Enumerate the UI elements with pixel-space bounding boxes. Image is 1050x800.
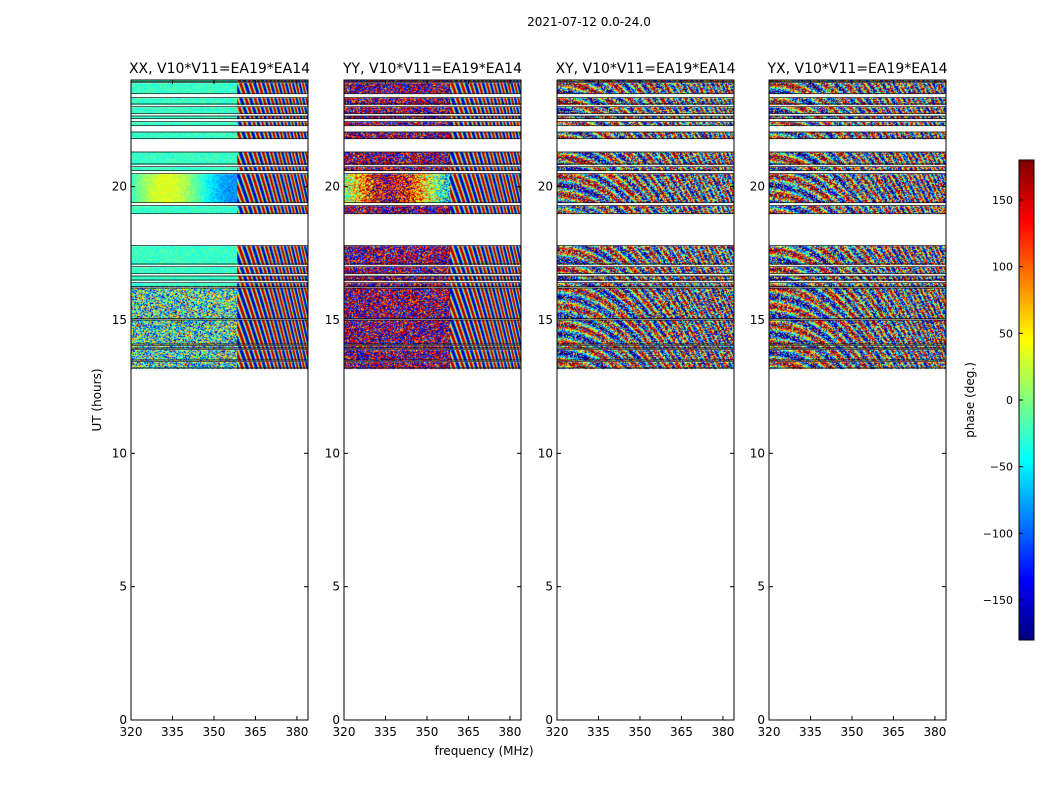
- y-tick-label: 0: [757, 713, 765, 727]
- phase-heatmap: [131, 80, 308, 720]
- panel-frame: [768, 79, 947, 721]
- y-tick-label: 20: [325, 180, 340, 194]
- panel-3: XY, V10*V11=EA19*EA14 320 335 350 365 380 0 5 10…: [538, 61, 736, 739]
- x-tick-label: 335: [799, 725, 822, 739]
- panel-title: XY, V10*V11=EA19*EA14: [555, 61, 735, 77]
- y-tick-label: 10: [325, 446, 340, 460]
- x-tick-label: 380: [285, 725, 308, 739]
- phase-heatmap: [344, 80, 521, 720]
- y-tick-label: 0: [119, 713, 127, 727]
- x-tick-label: 350: [416, 725, 439, 739]
- colorbar-tick-label: −50: [990, 461, 1013, 474]
- y-axis-label: UT (hours): [90, 368, 104, 431]
- y-tick-label: 5: [545, 580, 553, 594]
- y-tick-label: 15: [325, 313, 340, 327]
- x-tick-label: 380: [923, 725, 946, 739]
- y-tick-label: 5: [332, 580, 340, 594]
- phase-heatmap: [769, 80, 946, 720]
- y-tick-label: 10: [750, 446, 765, 460]
- panel-2: YY, V10*V11=EA19*EA14 320 335 350 365 380 0 5 10…: [325, 61, 522, 739]
- panel-title: YX, V10*V11=EA19*EA14: [766, 61, 947, 77]
- colorbar-tick-label: 100: [992, 261, 1013, 274]
- x-tick-label: 320: [546, 725, 569, 739]
- x-tick-label: 350: [841, 725, 864, 739]
- x-tick-label: 365: [457, 725, 480, 739]
- x-tick-label: 380: [498, 725, 521, 739]
- panel-frame: [343, 79, 522, 721]
- y-tick-label: 15: [538, 313, 553, 327]
- y-tick-label: 20: [750, 180, 765, 194]
- y-tick-label: 5: [757, 580, 765, 594]
- colorbar-tick-label: 50: [999, 327, 1013, 340]
- x-tick-label: 335: [374, 725, 397, 739]
- colorbar-tick-label: 0: [1006, 394, 1013, 407]
- x-tick-label: 380: [711, 725, 734, 739]
- figure-suptitle: 2021-07-12 0.0-24.0: [527, 15, 651, 29]
- colorbar: 150 100 50 0 −50 −100 −150: [983, 159, 1035, 641]
- panel-title: YY, V10*V11=EA19*EA14: [342, 61, 522, 77]
- colorbar-tick-label: −100: [983, 527, 1013, 540]
- y-tick-label: 5: [119, 580, 127, 594]
- x-tick-label: 365: [882, 725, 905, 739]
- x-tick-label: 365: [244, 725, 267, 739]
- panel-1: XX, V10*V11=EA19*EA14 320 335 350 365 380 0 5 10…: [112, 61, 310, 739]
- y-tick-label: 15: [750, 313, 765, 327]
- x-axis-label: frequency (MHz): [434, 744, 533, 758]
- x-tick-label: 365: [670, 725, 693, 739]
- x-tick-label: 335: [161, 725, 184, 739]
- x-tick-label: 335: [587, 725, 610, 739]
- y-tick-label: 20: [112, 180, 127, 194]
- x-tick-label: 320: [758, 725, 781, 739]
- panel-frame: [130, 79, 309, 721]
- x-tick-label: 350: [203, 725, 226, 739]
- panels-group: XX, V10*V11=EA19*EA14 320 335 350 365 380 0 5 10…: [112, 61, 948, 739]
- y-tick-label: 20: [538, 180, 553, 194]
- panel-title: XX, V10*V11=EA19*EA14: [129, 61, 310, 77]
- colorbar-label: phase (deg.): [963, 362, 977, 438]
- panel-4: YX, V10*V11=EA19*EA14 320 335 350 365 380 0 5 10…: [750, 61, 948, 739]
- y-tick-label: 0: [332, 713, 340, 727]
- y-tick-label: 10: [112, 446, 127, 460]
- colorbar-gradient: [1019, 160, 1034, 640]
- x-tick-label: 320: [120, 725, 143, 739]
- phase-heatmap: [557, 80, 734, 720]
- colorbar-tick-label: 150: [992, 194, 1013, 207]
- colorbar-tick-label: −150: [983, 594, 1013, 607]
- y-tick-label: 0: [545, 713, 553, 727]
- x-tick-label: 350: [629, 725, 652, 739]
- y-tick-label: 10: [538, 446, 553, 460]
- y-tick-label: 15: [112, 313, 127, 327]
- x-tick-label: 320: [333, 725, 356, 739]
- panel-frame: [556, 79, 735, 721]
